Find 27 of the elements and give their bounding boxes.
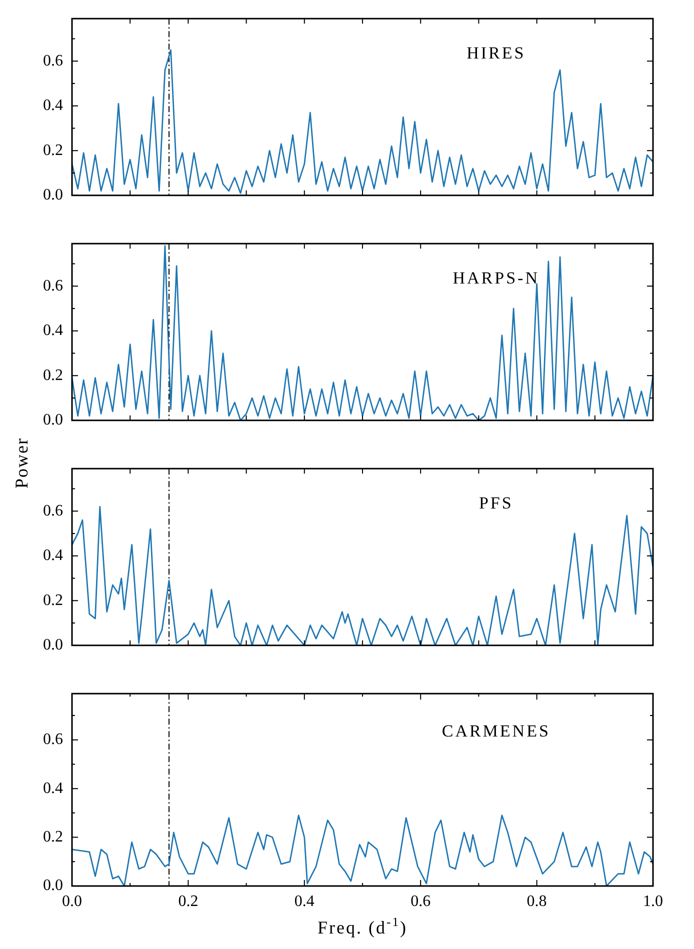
y-tick-label: 0.4 [43, 97, 63, 114]
annotation: HIRES [466, 43, 526, 62]
x-tick-label: 0.4 [294, 892, 314, 910]
y-tick-label: 0.0 [43, 412, 63, 429]
x-tick-label: 0.6 [410, 892, 431, 910]
y-tick-label: 0.4 [43, 322, 63, 340]
y-axis-title: Power [12, 438, 32, 488]
y-tick-label: 0.6 [43, 277, 63, 294]
x-tick-label: 0.0 [62, 892, 82, 910]
y-tick-label: 0.2 [43, 828, 63, 846]
annotation: CARMENES [442, 722, 550, 741]
x-tick-label: 0.2 [178, 892, 198, 910]
y-tick-label: 0.0 [43, 186, 63, 204]
y-tick-label: 0.0 [43, 877, 63, 894]
x-tick-label: 0.8 [526, 892, 547, 910]
y-tick-label: 0.4 [43, 780, 63, 797]
y-tick-label: 0.4 [43, 547, 63, 564]
y-tick-label: 0.2 [43, 142, 63, 159]
y-tick-label: 0.0 [43, 636, 63, 654]
x-tick-label: 1.0 [643, 892, 663, 910]
annotation: HARPS-N [452, 268, 540, 288]
y-tick-label: 0.6 [43, 52, 63, 70]
annotation: PFS [478, 493, 514, 512]
y-tick-label: 0.2 [43, 366, 63, 384]
y-tick-label: 0.2 [43, 592, 63, 609]
y-tick-label: 0.6 [43, 502, 63, 520]
y-tick-label: 0.6 [43, 731, 63, 748]
